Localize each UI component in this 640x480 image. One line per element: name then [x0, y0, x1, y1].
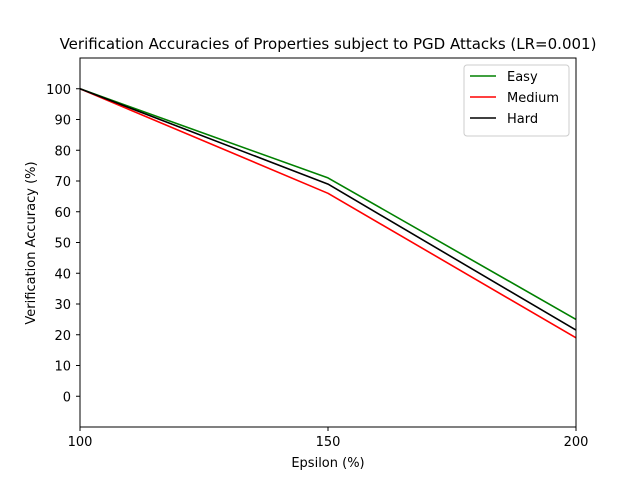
- legend: Easy Medium Hard: [463, 64, 570, 137]
- series-line-medium: [79, 88, 577, 339]
- legend-label-hard: Hard: [507, 112, 538, 127]
- chart-title: Verification Accuracies of Properties su…: [60, 35, 597, 53]
- x-axis-label: Epsilon (%): [291, 456, 364, 471]
- y-tick-label: 80: [54, 144, 71, 159]
- legend-label-easy: Easy: [507, 70, 538, 85]
- series-line-hard: [79, 88, 577, 331]
- legend-label-medium: Medium: [507, 91, 559, 106]
- series-line-easy: [79, 88, 577, 321]
- x-tick-label: 200: [564, 435, 589, 450]
- x-tick-label: 100: [68, 435, 93, 450]
- y-tick-label: 60: [54, 206, 71, 221]
- y-tick-label: 10: [54, 360, 71, 375]
- y-tick-label: 30: [54, 298, 71, 313]
- y-tick-label: 20: [54, 329, 71, 344]
- x-tick-label: 150: [316, 435, 341, 450]
- y-tick-label: 0: [63, 390, 71, 405]
- y-tick-label: 90: [54, 114, 71, 129]
- y-tick-label: 40: [54, 267, 71, 282]
- y-tick-label: 70: [54, 175, 71, 190]
- y-tick-label: 100: [46, 83, 71, 98]
- y-tick-label: 50: [54, 237, 71, 252]
- plot-area: 100 150 200 0 10 20 30 40 50 60 70 80 90 100: [46, 57, 589, 450]
- y-axis-label: Verification Accuracy (%): [24, 161, 39, 324]
